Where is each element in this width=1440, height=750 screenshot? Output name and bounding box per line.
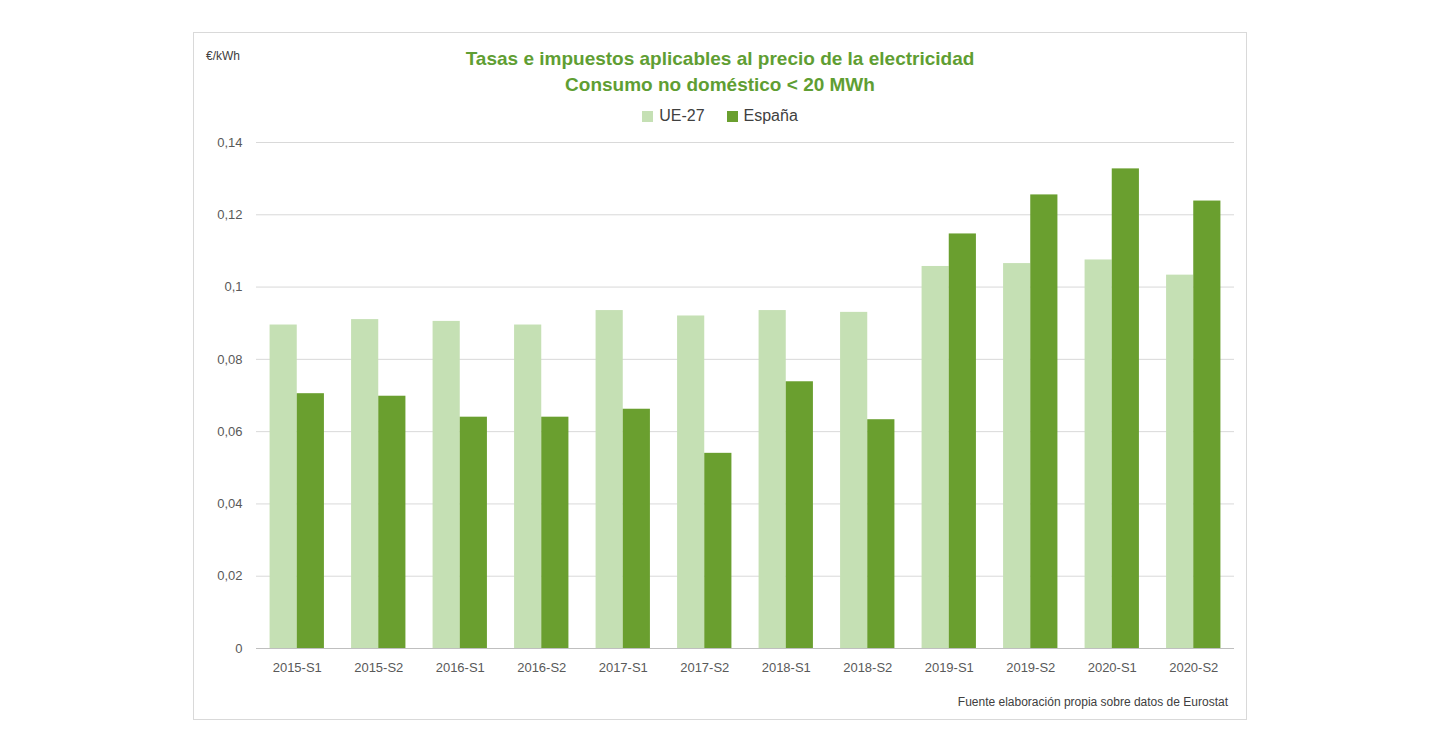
html-text:Tasas e impuestos aplicables a: Tasas e impuestos aplicables al precio d…: [465, 48, 975, 69]
svg-text:2019-S1: 2019-S1: [925, 660, 974, 675]
svg-text:2017-S2: 2017-S2: [680, 660, 729, 675]
html-text:Fuente elaboración propia sobr: Fuente elaboración propia sobre datos de…: [957, 695, 1228, 709]
svg-text:2017-S1: 2017-S1: [599, 660, 648, 675]
svg-text:2015-S1: 2015-S1: [273, 660, 322, 675]
svg-text:2018-S2: 2018-S2: [843, 660, 892, 675]
svg-text:0,02: 0,02: [217, 568, 242, 583]
html-text:UE-27: UE-27: [659, 107, 705, 124]
svg-text:0,04: 0,04: [217, 496, 242, 511]
svg-text:2015-S2: 2015-S2: [354, 660, 403, 675]
svg-text:0,06: 0,06: [217, 424, 242, 439]
svg-text:0,1: 0,1: [224, 279, 242, 294]
svg-text:0,08: 0,08: [217, 352, 242, 367]
html-text:€/kWh: €/kWh: [206, 49, 240, 63]
svg-text:0,12: 0,12: [217, 207, 242, 222]
svg-text:2020-S2: 2020-S2: [1169, 660, 1218, 675]
html-text:Consumo no doméstico < 20 MWh: Consumo no doméstico < 20 MWh: [565, 74, 875, 95]
svg-text:2016-S2: 2016-S2: [517, 660, 566, 675]
svg-text:2016-S1: 2016-S1: [436, 660, 485, 675]
html-text:España: España: [743, 107, 798, 124]
svg-text:0: 0: [235, 641, 242, 656]
svg-text:2020-S1: 2020-S1: [1088, 660, 1137, 675]
svg-text:2018-S1: 2018-S1: [762, 660, 811, 675]
svg-text:0,14: 0,14: [217, 135, 242, 150]
svg-text:2019-S2: 2019-S2: [1006, 660, 1055, 675]
